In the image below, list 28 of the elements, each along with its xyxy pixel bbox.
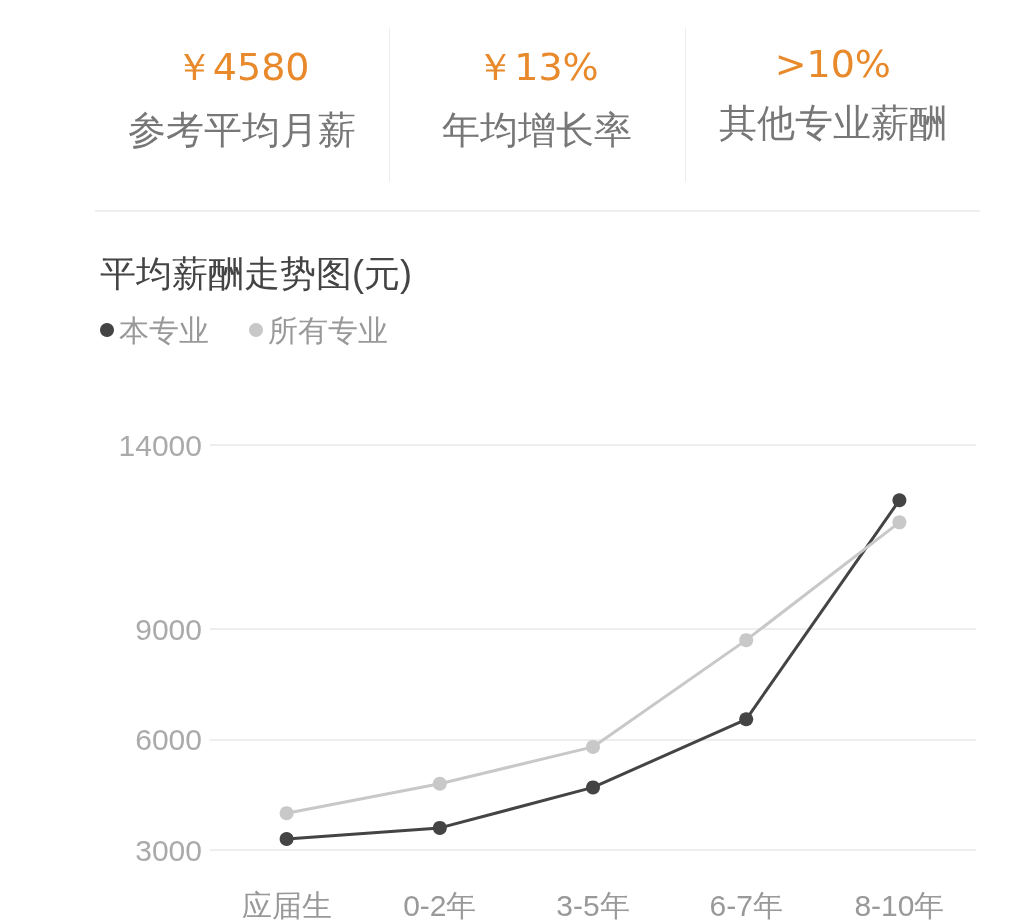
x-tick-label: 应届生 [241, 888, 332, 922]
point [892, 493, 907, 508]
point [279, 806, 294, 821]
text: 其他专业薪酬 [717, 100, 948, 147]
x-tick-label: 3-5年 [556, 888, 630, 922]
point [892, 515, 907, 530]
y-tick-label: 3000 [135, 833, 202, 867]
legend-label: 所有专业 [268, 313, 388, 347]
text: ￥13% [475, 44, 600, 91]
legend-label: 本专业 [119, 313, 209, 347]
x-tick-label: 8-10年 [854, 888, 945, 922]
text: ￥4580 [173, 44, 311, 91]
text: 参考平均月薪 [127, 107, 358, 154]
y-tick-label: 6000 [135, 723, 202, 757]
y-tick-label: 14000 [118, 428, 202, 462]
point [279, 831, 294, 846]
chart-title: 平均薪酬走势图(元) [100, 252, 412, 294]
point [432, 820, 447, 835]
x-tick-label: 0-2年 [403, 888, 477, 922]
text: 年均增长率 [441, 107, 634, 154]
y-tick-label: 9000 [135, 612, 202, 646]
point [432, 776, 447, 791]
point [739, 712, 754, 727]
text: >10% [773, 42, 892, 86]
point [586, 780, 600, 795]
point [586, 739, 600, 754]
point [739, 633, 754, 648]
x-tick-label: 6-7年 [709, 888, 783, 922]
